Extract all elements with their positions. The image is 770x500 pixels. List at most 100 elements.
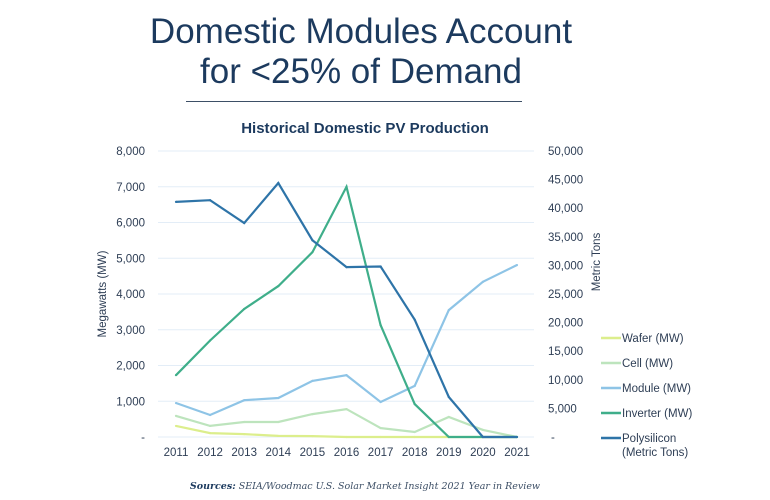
data-point-inverter [243,307,246,311]
left-tick-label: 1,000 [116,396,145,408]
legend-label: (Metric Tons) [622,447,688,459]
series-line-module [175,264,518,417]
data-point-polysilicon (metric [413,318,416,321]
legend-item: Wafer (MW) [601,333,684,345]
data-point-polysilicon (metric [277,181,280,185]
data-point-inverter [277,285,280,288]
x-tick-label: 2014 [266,447,292,459]
data-point-cell [277,420,280,424]
legend-item: Inverter (MW) [601,408,692,420]
data-point-inverter [413,403,416,406]
left-tick-label: - [141,432,145,444]
legend-label: Module (MW) [622,383,691,395]
data-point-cell [243,420,246,424]
data-point-module [277,396,280,400]
right-tick-label: 25,000 [548,289,583,301]
legend-item: Polysilicon (Metric Tons) [601,433,688,459]
data-point-inverter [174,374,178,377]
x-tick-label: 2021 [504,447,530,459]
data-point-inverter [345,185,348,188]
left-axis-label: Megawatts (MW) [97,250,109,337]
data-point-module [447,308,450,312]
data-point-cell [413,430,416,434]
source-note: Sources: SEIA/Woodmac U.S. Solar Market … [0,481,730,492]
data-point-wafer [174,424,178,428]
data-point-module [515,263,519,267]
data-point-inverter [447,435,450,439]
right-tick-label: 45,000 [548,175,583,187]
data-point-wafer [311,435,314,438]
data-point-module [174,401,178,405]
series-line-polysilicon (metric [175,181,517,439]
right-tick-label: 50,000 [548,146,583,158]
page-title-line-1: Domestic Modules Account [149,12,573,51]
data-point-module [209,413,212,417]
left-tick-label: 7,000 [116,182,145,194]
data-point-polysilicon (metric [379,265,382,268]
series-lines [174,181,519,439]
series-line-inverter [175,183,517,439]
data-point-cell [345,408,348,411]
data-point-module [379,400,382,404]
legend-label: Inverter (MW) [622,408,692,420]
data-point-polysilicon (metric [243,221,246,225]
right-axis-ticks: - 5,000 10,000 15,000 20,000 25,000 30,000 35,0… [548,146,583,444]
data-point-inverter [209,339,212,342]
data-point-wafer [277,434,280,438]
data-point-polysilicon (metric [209,199,212,202]
data-point-module [311,379,314,382]
x-tick-label: 2011 [164,447,189,459]
right-tick-label: 35,000 [548,232,583,244]
x-tick-label: 2015 [300,447,326,459]
x-tick-label: 2013 [231,447,257,459]
left-tick-label: 6,000 [116,218,145,230]
data-point-cell [209,424,212,428]
data-point-cell [481,428,484,431]
data-point-polysilicon (metric [447,395,450,399]
data-point-polysilicon (metric [345,266,348,269]
x-tick-label: 2019 [436,447,462,459]
legend: Wafer (MW) Cell (MW) Module (MW) Inverter (… [601,333,692,459]
left-tick-label: 8,000 [116,146,145,158]
gridlines [158,150,534,438]
series-line-wafer [175,424,517,439]
page-title-line-2: for <25% of Demand [200,52,522,91]
x-tick-label: 2012 [197,447,223,459]
right-tick-label: - [551,432,555,444]
legend-item: Module (MW) [601,383,691,395]
right-tick-label: 10,000 [548,375,583,387]
right-tick-label: 5,000 [548,403,577,415]
data-point-polysilicon (metric [311,239,314,242]
title-divider [186,101,522,102]
data-point-inverter [311,251,314,254]
x-axis-ticks: 2011 2012 2013 2014 2015 2016 2017 2018 2019 2020… [164,447,530,459]
data-point-cell [174,414,178,418]
x-tick-label: 2017 [368,447,394,459]
legend-item: Cell (MW) [601,358,673,370]
right-tick-label: 30,000 [548,260,583,272]
legend-label: Cell (MW) [622,358,673,370]
data-point-module [243,399,246,402]
data-point-module [413,384,416,387]
data-point-cell [447,415,450,419]
left-tick-label: 4,000 [116,289,145,301]
right-tick-label: 15,000 [548,346,583,358]
x-tick-label: 2016 [334,447,360,459]
left-tick-label: 3,000 [116,325,145,337]
right-tick-label: 40,000 [548,203,583,215]
x-tick-label: 2020 [470,447,496,459]
left-tick-label: 2,000 [116,361,145,373]
left-axis-ticks: - 1,000 2,000 3,000 4,000 5,000 6,000 7,000 8,00… [116,146,145,444]
data-point-polysilicon (metric [515,435,519,439]
data-point-cell [311,413,314,416]
legend-label: Wafer (MW) [622,333,684,345]
chart-title: Historical Domestic PV Production [241,120,489,137]
source-text: SEIA/Woodmac U.S. Solar Market Insight 2… [238,481,541,492]
data-point-module [481,280,484,283]
data-point-inverter [379,324,382,327]
legend-label: Polysilicon [622,433,676,445]
data-point-polysilicon (metric [481,435,484,439]
data-point-wafer [345,435,348,439]
right-tick-label: 20,000 [548,318,583,330]
